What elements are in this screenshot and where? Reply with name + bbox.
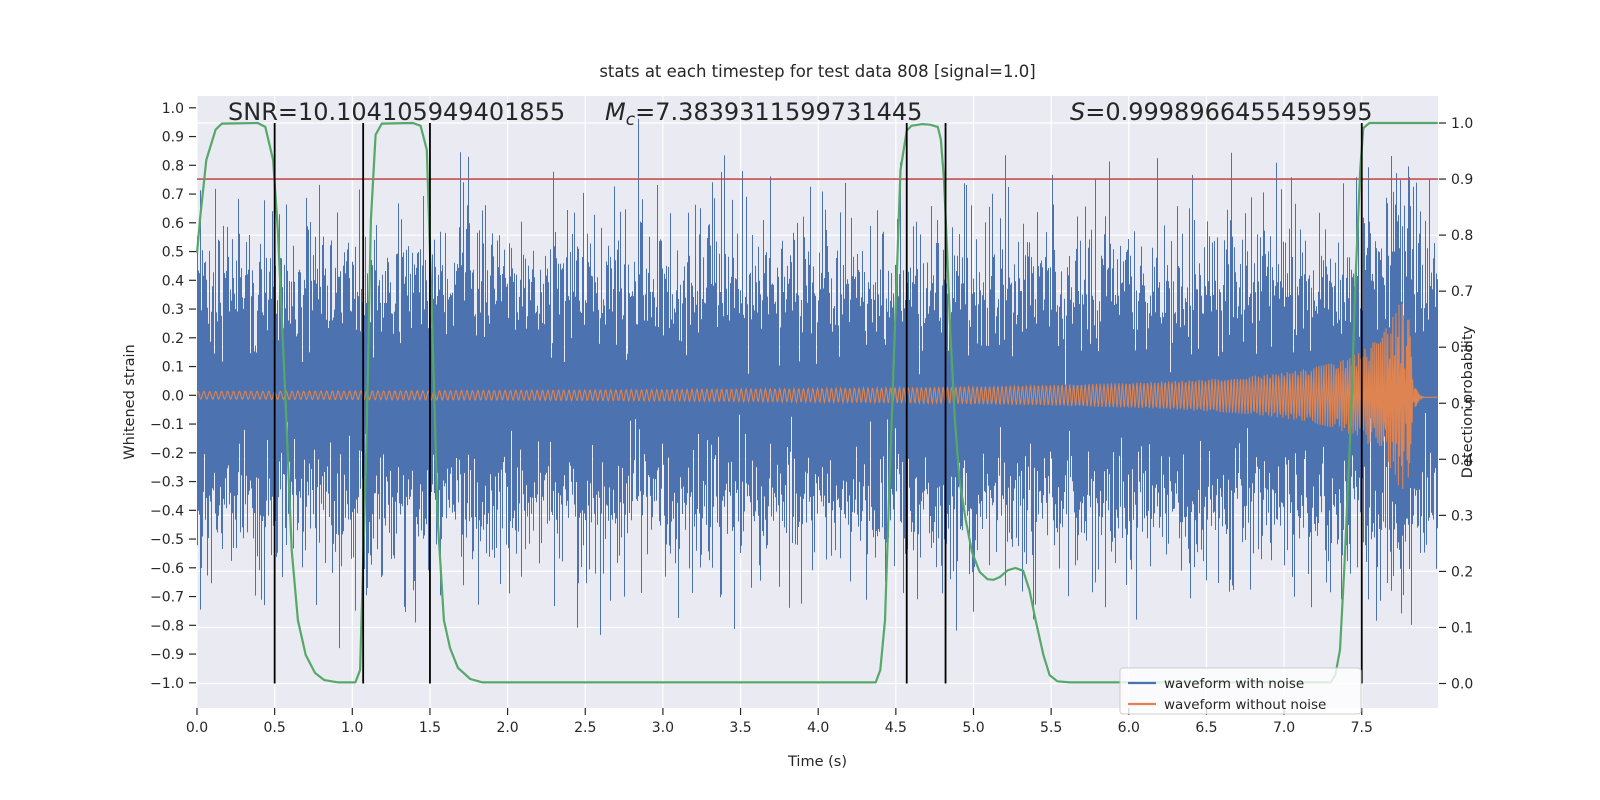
legend: waveform with noise waveform without noi… <box>1119 667 1362 715</box>
y-left-tick-label: −0.5 <box>150 532 184 548</box>
y-left-tick-label: 0.9 <box>162 130 184 146</box>
y-right-tick-label: 0.3 <box>1451 508 1473 524</box>
y-right-tick-label: 1.0 <box>1451 116 1473 132</box>
y-left-tick-label: 0.7 <box>162 187 184 203</box>
y-left-tick-label: −0.7 <box>150 590 184 606</box>
y-left-tick-label: −1.0 <box>150 676 184 692</box>
annotation-s-symbol: S <box>1070 98 1085 126</box>
y-left-tick-label: −0.4 <box>150 503 184 519</box>
x-tick-label: 4.5 <box>885 720 907 736</box>
x-tick-label: 3.5 <box>729 720 751 736</box>
y-right-tick-label: 0.7 <box>1451 284 1473 300</box>
plot-layer <box>195 96 1438 708</box>
x-tick-label: 7.0 <box>1273 720 1295 736</box>
y-right-tick-label: 0.0 <box>1451 677 1473 693</box>
y-left-tick-label: 0.0 <box>162 388 184 404</box>
y-right-tick-label: 0.6 <box>1451 340 1473 356</box>
y-left-tick-label: 0.6 <box>162 216 184 232</box>
y-left-tick-label: 0.5 <box>162 245 184 261</box>
y-left-tick-label: −0.2 <box>150 446 184 462</box>
y-left-tick-label: −0.9 <box>150 647 184 663</box>
x-tick-label: 5.0 <box>962 720 984 736</box>
y-left-tick-label: 0.4 <box>162 273 184 289</box>
y-left-tick-label: 0.3 <box>162 302 184 318</box>
x-tick-label: 4.0 <box>807 720 829 736</box>
y-left-tick-label: 0.2 <box>162 331 184 347</box>
x-tick-label: 2.5 <box>574 720 596 736</box>
y-right-axis-label: Detection probability <box>1460 325 1476 478</box>
x-axis-label: Time (s) <box>787 754 847 770</box>
ticks-layer: 0.0 0.5 1.0 1.5 2.0 2.5 3.0 3.5 4.0 4.5 5.0 5.5 6.0 6… <box>150 101 1473 736</box>
annotation-snr: SNR=10.104105949401855 <box>228 98 565 126</box>
y-left-tick-label: −0.1 <box>150 417 184 433</box>
y-right-tick-label: 0.5 <box>1451 396 1473 412</box>
legend-label-with-noise: waveform with noise <box>1164 676 1304 692</box>
y-right-tick-label: 0.2 <box>1451 564 1473 580</box>
y-right-tick-label: 0.9 <box>1451 172 1473 188</box>
x-tick-label: 1.5 <box>419 720 441 736</box>
y-left-tick-label: 0.1 <box>162 360 184 376</box>
x-tick-label: 2.0 <box>496 720 518 736</box>
x-tick-label: 3.0 <box>652 720 674 736</box>
series-detection-probability <box>195 121 1438 684</box>
x-tick-label: 0.5 <box>264 720 286 736</box>
annotation-chirp-mass: Mc=7.3839311599731445 <box>605 98 922 130</box>
x-tick-label: 6.5 <box>1195 720 1217 736</box>
x-tick-label: 1.0 <box>341 720 363 736</box>
annotation-s-value: =0.9998966455459595 <box>1085 98 1372 126</box>
y-left-axis-label: Whitened strain <box>122 344 138 459</box>
annotation-mc-value: =7.3839311599731445 <box>635 98 922 126</box>
series-waveform-without-noise <box>196 303 1438 490</box>
chart-title: stats at each timestep for test data 808… <box>599 62 1035 81</box>
x-tick-label: 7.5 <box>1351 720 1373 736</box>
annotation-similarity: S=0.9998966455459595 <box>1070 98 1373 126</box>
y-left-tick-label: −0.8 <box>150 618 184 634</box>
x-tick-label: 0.0 <box>186 720 208 736</box>
y-left-tick-label: 1.0 <box>162 101 184 117</box>
y-left-tick-label: −0.6 <box>150 561 184 577</box>
x-tick-label: 5.5 <box>1040 720 1062 736</box>
y-right-tick-label: 0.8 <box>1451 228 1473 244</box>
y-right-tick-label: 0.4 <box>1451 452 1473 468</box>
legend-label-without-noise: waveform without noise <box>1164 697 1326 713</box>
legend-box <box>1119 667 1362 715</box>
x-tick-label: 6.0 <box>1118 720 1140 736</box>
annotation-mc-symbol: M <box>605 98 626 126</box>
annotation-mc-subscript: c <box>626 110 636 130</box>
y-left-tick-label: −0.3 <box>150 475 184 491</box>
y-right-tick-label: 0.1 <box>1451 620 1473 636</box>
y-left-tick-label: 0.8 <box>162 158 184 174</box>
